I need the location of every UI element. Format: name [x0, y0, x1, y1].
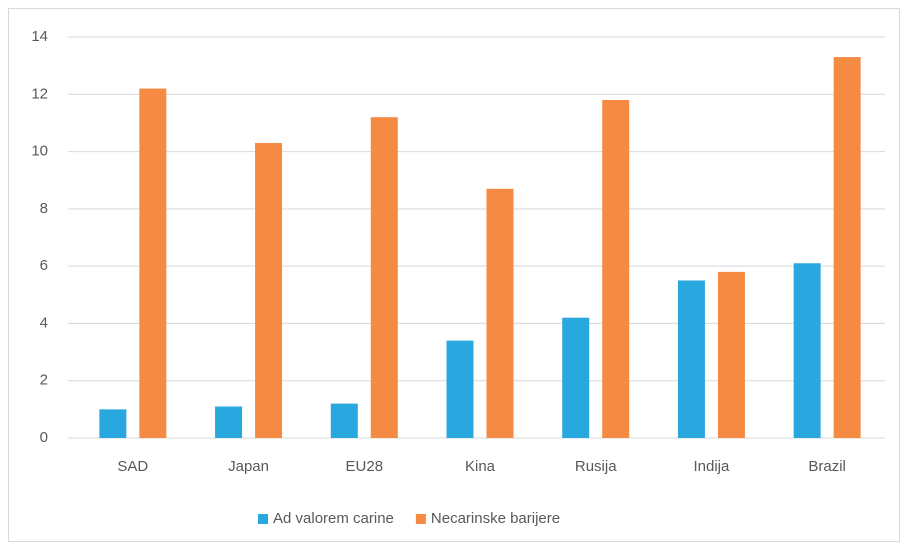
bar [446, 340, 474, 438]
bar [330, 403, 358, 438]
x-tick-label: Brazil [808, 458, 846, 475]
bar [717, 271, 745, 438]
x-tick-label: EU28 [346, 458, 384, 475]
bar [486, 188, 514, 438]
y-tick-label: 14 [31, 28, 48, 45]
bar [215, 406, 243, 438]
legend-swatch [258, 514, 268, 524]
x-tick-label: Rusija [575, 458, 617, 475]
y-tick-label: 2 [40, 372, 48, 389]
legend-swatch [415, 514, 426, 524]
x-tick-label: Japan [228, 458, 269, 475]
legend-label: Ad valorem carine [273, 510, 394, 527]
y-tick-label: 8 [40, 200, 48, 217]
bar [833, 57, 861, 439]
bar [602, 100, 630, 438]
bar [677, 280, 705, 438]
x-tick-label: SAD [117, 458, 148, 475]
bar [139, 88, 167, 439]
x-tick-label: Indija [693, 458, 730, 475]
y-tick-label: 10 [31, 143, 48, 160]
bar [99, 409, 127, 438]
bar [370, 117, 398, 438]
y-tick-label: 12 [31, 85, 48, 102]
bar [255, 142, 283, 438]
y-tick-label: 4 [40, 314, 48, 331]
bar [793, 263, 821, 438]
y-tick-label: 0 [40, 429, 48, 446]
bar [562, 317, 590, 438]
x-tick-label: Kina [465, 458, 496, 475]
legend-label: Necarinske barijere [431, 510, 560, 527]
y-tick-label: 6 [40, 257, 48, 274]
